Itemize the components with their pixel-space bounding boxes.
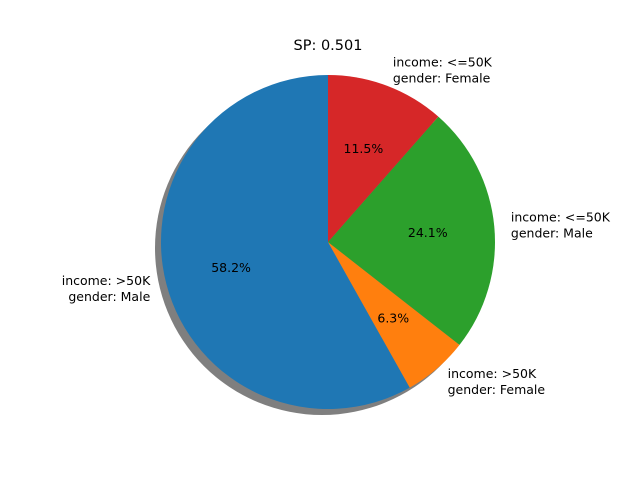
pie-slice-label-income-50k-gender-male: income: <=50K gender: Male xyxy=(511,209,611,240)
pie-slice-percent-label: 11.5% xyxy=(344,141,384,156)
pie-slice-percent-label: 6.3% xyxy=(377,311,409,326)
pie-slice-percent-label: 24.1% xyxy=(408,225,448,240)
pie-slice-label-line: gender: Male xyxy=(511,225,593,240)
pie-slice-income-50k-gender-male xyxy=(328,116,496,345)
pie-slice-income-50k-gender-female xyxy=(328,75,439,242)
pie-slice-label-income-50k-gender-female: income: >50K gender: Female xyxy=(448,366,546,397)
pie-slice-label-line: income: >50K xyxy=(62,273,151,288)
pie-slices xyxy=(160,74,496,409)
pie-slice-income-50k-gender-female xyxy=(328,242,460,388)
chart-title: SP: 0.501 xyxy=(294,38,363,54)
pie-slice-label-line: income: <=50K xyxy=(393,55,493,70)
pie-percent-labels: 58.2% 6.3% 24.1% 11.5% xyxy=(211,141,448,326)
pie-slice-percent-label: 58.2% xyxy=(211,260,251,275)
pie-slice-label-line: gender: Male xyxy=(68,289,150,304)
pie-slice-label-income-50k-gender-female: income: <=50K gender: Female xyxy=(393,55,493,86)
pie-slice-income-50k-gender-male xyxy=(160,74,410,409)
pie-slice-label-line: income: <=50K xyxy=(511,209,611,224)
pie-slice-label-line: gender: Female xyxy=(393,71,491,86)
pie-slice-label-income-50k-gender-male: income: >50K gender: Male xyxy=(62,273,151,304)
pie-slice-label-line: gender: Female xyxy=(448,382,546,397)
pie-slice-label-line: income: >50K xyxy=(448,366,537,381)
